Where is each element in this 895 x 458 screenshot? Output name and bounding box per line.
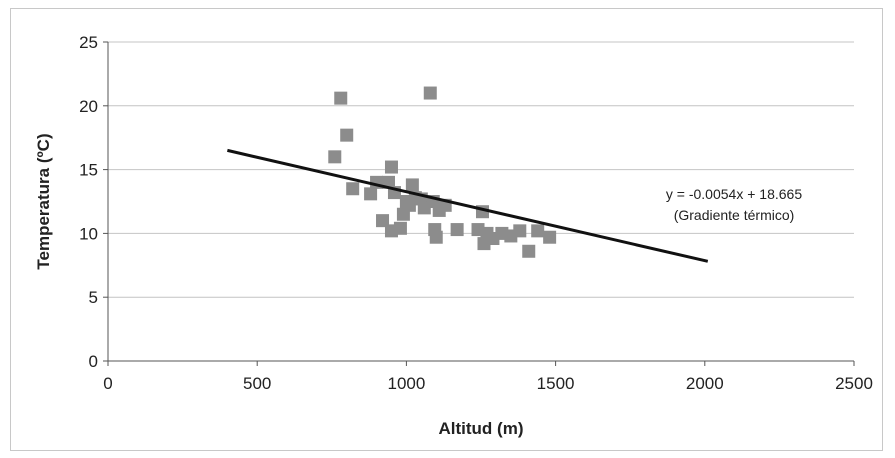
y-tick-label: 25 xyxy=(79,33,98,52)
y-tick-label: 5 xyxy=(89,288,98,307)
data-point xyxy=(393,221,407,235)
data-point xyxy=(450,223,464,237)
data-point xyxy=(340,128,354,142)
data-point xyxy=(522,244,536,258)
trend-line xyxy=(227,148,709,263)
x-tick-label: 1500 xyxy=(537,374,575,393)
data-point xyxy=(328,150,342,164)
y-tick-label: 15 xyxy=(79,161,98,180)
data-point xyxy=(543,230,557,244)
chart-frame: 0 5 10 15 20 25 0 500 1000 1500 2000 2500 y = -0.00… xyxy=(10,8,883,451)
x-tick-label: 2500 xyxy=(835,374,873,393)
x-tick-label: 2000 xyxy=(686,374,724,393)
data-point xyxy=(513,224,527,238)
y-tick-label: 20 xyxy=(79,97,98,116)
x-tick-label: 500 xyxy=(243,374,271,393)
y-tick-label: 10 xyxy=(79,224,98,243)
data-point xyxy=(423,86,437,100)
trend-description-label: (Gradiente térmico) xyxy=(674,207,795,223)
y-tick-label: 0 xyxy=(89,352,98,371)
x-tick-label: 0 xyxy=(103,374,112,393)
x-tick-label: 1000 xyxy=(387,374,425,393)
data-point xyxy=(364,187,378,201)
data-point xyxy=(376,214,390,228)
data-points xyxy=(328,86,557,258)
data-point xyxy=(334,91,348,105)
tick-layer: 0 5 10 15 20 25 0 500 1000 1500 2000 2500 xyxy=(79,33,873,393)
y-axis-title: Temperatura (ºC) xyxy=(34,133,53,269)
data-point xyxy=(429,230,443,244)
x-axis-title: Altitud (m) xyxy=(439,419,524,438)
data-point xyxy=(346,182,360,196)
data-point xyxy=(384,160,398,174)
trend-equation-label: y = -0.0054x + 18.665 xyxy=(666,186,802,202)
data-point xyxy=(531,224,545,238)
grid-layer xyxy=(108,41,854,298)
data-point xyxy=(405,178,419,192)
scatter-chart: 0 5 10 15 20 25 0 500 1000 1500 2000 2500 y = -0.00… xyxy=(34,33,873,438)
